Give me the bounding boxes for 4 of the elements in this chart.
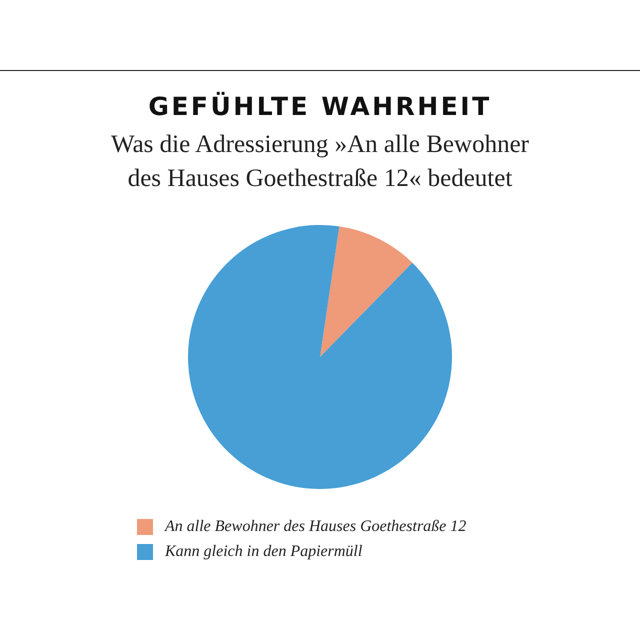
- chart-subtitle: Was die Adressierung »An alle Bewohner des Hauses Goethestraße 12« bedeutet: [110, 130, 530, 194]
- legend-label: An alle Bewohner des Hauses Goethestraße 12: [165, 518, 466, 536]
- chart-title: GEFÜHLTE WAHRHEIT: [147, 92, 493, 122]
- legend-label: Kann gleich in den Papiermüll: [165, 543, 362, 561]
